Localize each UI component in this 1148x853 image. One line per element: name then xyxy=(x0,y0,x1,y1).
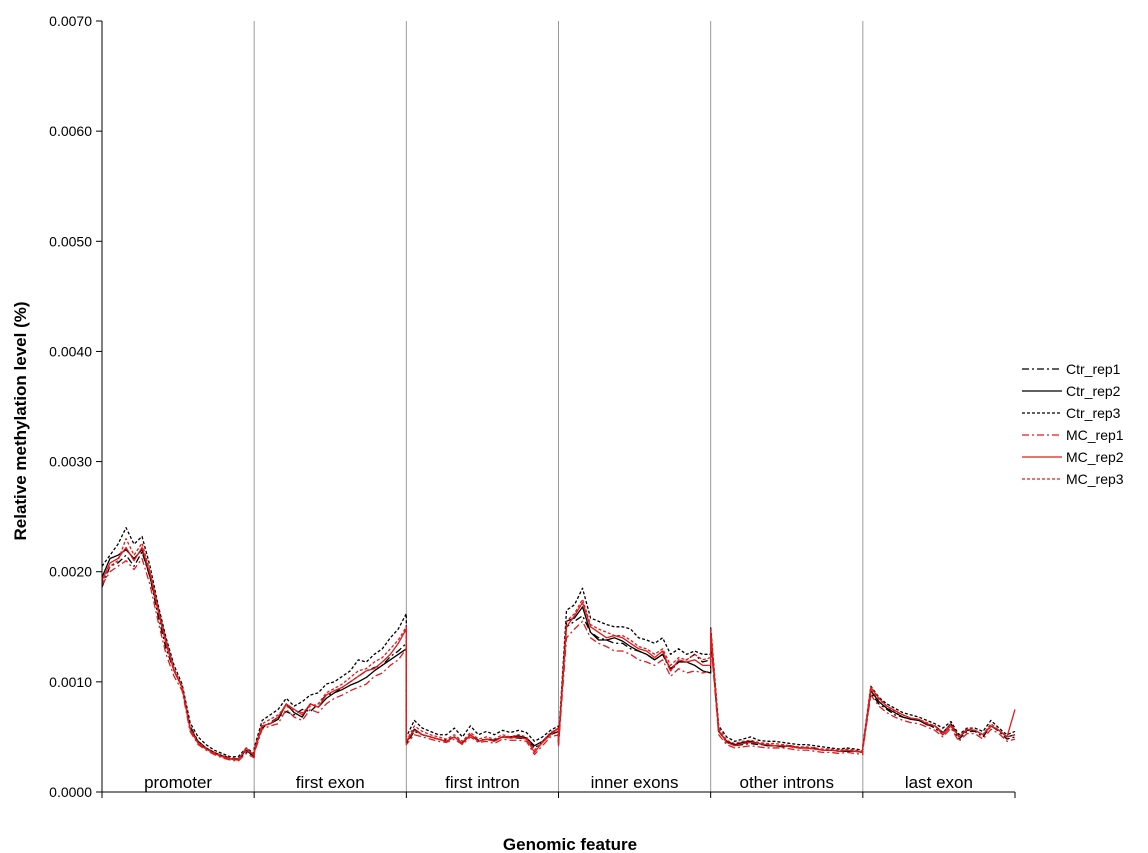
y-tick-label: 0.0000 xyxy=(49,784,92,800)
y-tick-label: 0.0060 xyxy=(49,123,92,139)
legend-entry: Ctr_rep2 xyxy=(1066,383,1121,399)
y-tick-label: 0.0040 xyxy=(49,343,92,359)
series-line-mc-rep3 xyxy=(101,538,1016,760)
y-axis-title: Relative methylation level (%) xyxy=(11,301,30,540)
region-label: last exon xyxy=(905,773,973,792)
region-label: other introns xyxy=(740,773,835,792)
y-tick-label: 0.0020 xyxy=(49,564,92,580)
y-tick-label: 0.0070 xyxy=(49,13,92,29)
legend-entry: Ctr_rep3 xyxy=(1066,405,1121,421)
region-dividers xyxy=(253,21,864,792)
region-label: first exon xyxy=(296,773,365,792)
y-tick-label: 0.0050 xyxy=(49,233,92,249)
legend-entry: MC_rep1 xyxy=(1066,427,1124,443)
y-tick-label: 0.0010 xyxy=(49,674,92,690)
y-tick-labels: 0.0000 0.0010 0.0020 0.0030 0.0040 0.0050 0.00… xyxy=(49,13,92,800)
axes xyxy=(96,20,1016,798)
region-label: promoter xyxy=(144,773,212,792)
legend-entry: MC_rep2 xyxy=(1066,449,1124,465)
x-axis-title: Genomic feature xyxy=(503,835,637,853)
legend: Ctr_rep1 Ctr_rep2 Ctr_rep3 MC_rep1 MC_rep2 MC… xyxy=(1022,361,1124,487)
region-labels: promoter first exon first intron inner exon… xyxy=(144,773,973,792)
region-label: inner exons xyxy=(591,773,679,792)
legend-entry: MC_rep3 xyxy=(1066,471,1124,487)
series-lines xyxy=(101,527,1016,762)
region-label: first intron xyxy=(445,773,520,792)
legend-entry: Ctr_rep1 xyxy=(1066,361,1121,377)
y-tick-label: 0.0030 xyxy=(49,454,92,470)
